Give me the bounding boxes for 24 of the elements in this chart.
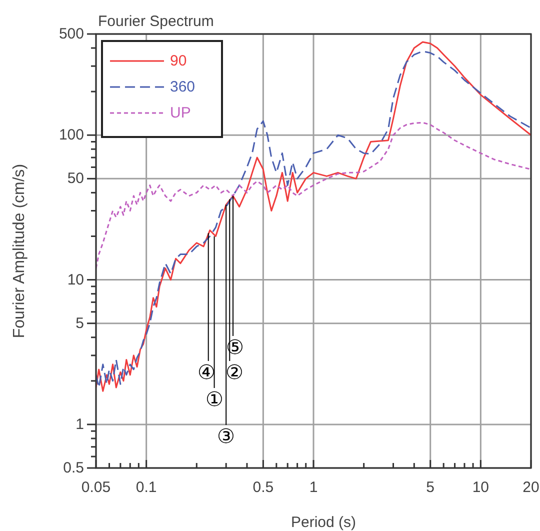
x-tick-label: 0.1 bbox=[136, 479, 157, 496]
x-axis-title: Period (s) bbox=[290, 514, 356, 531]
y-tick-label: 50 bbox=[67, 170, 84, 188]
x-tick-label: 5 bbox=[426, 479, 435, 496]
annotation: ① bbox=[205, 389, 224, 411]
x-tick-label: 20 bbox=[522, 479, 540, 496]
y-tick-label: 500 bbox=[58, 26, 84, 42]
legend-label: UP bbox=[170, 104, 191, 122]
y-tick-label: 1 bbox=[76, 416, 84, 433]
annotation: ② bbox=[226, 362, 244, 384]
y-axis-title: Fourier Amplitude (cm/s) bbox=[11, 164, 28, 338]
y-tick-label: 0.5 bbox=[63, 460, 84, 476]
y-tick-label: 100 bbox=[58, 126, 84, 144]
y-tick-label: 10 bbox=[67, 271, 84, 288]
legend-label: 360 bbox=[170, 78, 196, 96]
y-tick-label: 5 bbox=[76, 314, 84, 332]
legend-label: 90 bbox=[170, 52, 187, 70]
x-tick-label: 0.5 bbox=[252, 479, 274, 496]
x-tick-label: 0.05 bbox=[81, 479, 111, 496]
x-tick-label: 10 bbox=[472, 479, 490, 496]
annotation: ③ bbox=[217, 426, 236, 448]
chart-title: Fourier Spectrum bbox=[98, 13, 214, 30]
annotation: ④ bbox=[197, 362, 216, 384]
x-tick-label: 1 bbox=[309, 479, 318, 496]
